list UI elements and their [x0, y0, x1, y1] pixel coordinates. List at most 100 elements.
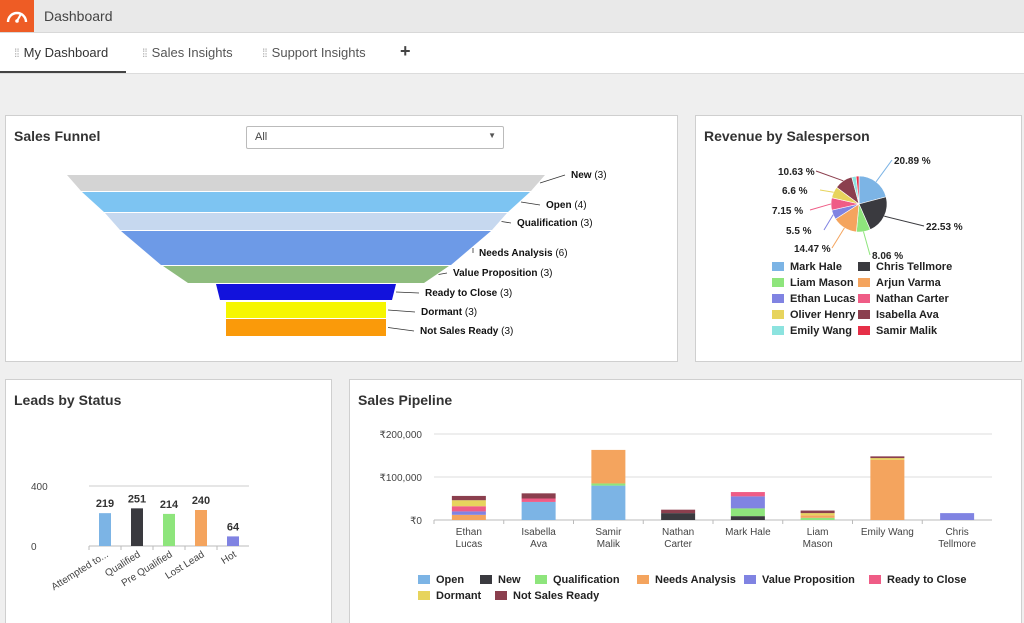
legend-swatch — [772, 262, 784, 271]
app-title: Dashboard — [44, 8, 113, 24]
panel-title: Revenue by Salesperson — [704, 128, 870, 144]
funnel-stage — [121, 231, 491, 265]
pie-slice — [858, 175, 887, 205]
legend-swatch — [869, 575, 881, 584]
funnel-label: Value Proposition (3) — [453, 268, 552, 279]
data-label: 64 — [227, 521, 240, 533]
legend-label: Ready to Close — [887, 574, 967, 586]
funnel-filter-select[interactable]: All ▼ — [246, 126, 504, 149]
funnel-connector — [438, 272, 448, 275]
legend-label: Chris Tellmore — [876, 261, 953, 273]
legend-item[interactable]: Ethan Lucas — [772, 293, 855, 305]
tab-support-insights[interactable]: ⁞⁞ Support Insights — [248, 33, 366, 73]
funnel-stage — [226, 319, 386, 336]
legend-item[interactable]: Arjun Varma — [858, 277, 941, 289]
pipeline-panel: Sales Pipeline ₹200,000 ₹100,000 ₹0 Ethan Lu… — [349, 379, 1022, 623]
x-tick-label: Chris Tellmore — [938, 527, 976, 550]
legend-item[interactable]: New — [480, 574, 521, 586]
pie-connector — [809, 203, 832, 211]
legend-label: Open — [436, 574, 465, 586]
funnel-label: Needs Analysis (6) — [479, 248, 568, 259]
stacked-bar-segment — [800, 513, 835, 516]
y-tick-label: 400 — [31, 482, 48, 493]
dashboard-tabs: ⁞⁞ My Dashboard ⁞⁞ Sales Insights ⁞⁞ Suppor… — [0, 33, 1024, 74]
stacked-bar-segment — [661, 513, 696, 520]
legend-item[interactable]: Ready to Close — [869, 574, 966, 586]
panel-title: Leads by Status — [14, 392, 122, 408]
legend-item[interactable]: Open — [418, 574, 464, 586]
legend-swatch — [637, 575, 649, 584]
data-label: 214 — [160, 499, 179, 511]
legend-item[interactable]: Qualification — [535, 574, 620, 586]
legend-label: Dormant — [436, 590, 482, 602]
stacked-bar-segment — [730, 496, 765, 509]
legend-item[interactable]: Mark Hale — [772, 261, 842, 273]
data-label: 219 — [96, 498, 114, 510]
legend-item[interactable]: Chris Tellmore — [858, 261, 952, 273]
funnel-chart: New (3) Open (4) Qualification (3) Needs An… — [67, 170, 607, 337]
legend-item[interactable]: Nathan Carter — [858, 293, 949, 305]
legend-swatch — [858, 326, 870, 335]
drag-handle-icon[interactable]: ⁞⁞ — [262, 46, 268, 60]
legend-item[interactable]: Liam Mason — [772, 277, 854, 289]
pie-slice — [858, 196, 888, 231]
x-tick-label: Liam Mason — [803, 527, 833, 550]
legend-swatch — [495, 591, 507, 600]
stacked-bar-segment — [451, 495, 486, 501]
legend-item[interactable]: Not Sales Ready — [495, 590, 599, 602]
tab-sales-insights[interactable]: ⁞⁞ Sales Insights — [128, 33, 233, 73]
pie-label: 8.06 % — [872, 251, 903, 261]
legend-swatch — [418, 591, 430, 600]
legend-swatch — [772, 278, 784, 287]
funnel-stage — [82, 192, 530, 212]
funnel-stage — [67, 175, 545, 191]
stacked-bar-segment — [521, 501, 556, 520]
legend-label: Not Sales Ready — [513, 590, 600, 602]
legend-label: Arjun Varma — [876, 277, 941, 289]
pie-label: 22.53 % — [926, 222, 963, 233]
legend-item[interactable]: Needs Analysis — [637, 574, 736, 586]
legend-label: Ethan Lucas — [790, 293, 856, 305]
legend-item[interactable]: Emily Wang — [772, 325, 852, 337]
stacked-bar-segment — [730, 508, 765, 517]
stacked-bar-segment — [870, 456, 905, 459]
revenue-panel: Revenue by Salesperson 20.89 % 22.53 % 8.0… — [695, 115, 1022, 362]
stacked-bar-segment — [591, 483, 626, 486]
stacked-bar-segment — [870, 459, 905, 520]
funnel-connector — [539, 174, 566, 184]
drag-handle-icon[interactable]: ⁞⁞ — [14, 46, 20, 60]
legend-item[interactable]: Oliver Henry — [772, 309, 855, 321]
legend-swatch — [858, 310, 870, 319]
pie-connector — [831, 227, 845, 249]
pie-label: 14.47 % — [794, 244, 831, 255]
tab-label: Sales Insights — [151, 45, 233, 60]
pie-label: 20.89 % — [894, 156, 931, 167]
stacked-bar-segment — [730, 492, 765, 497]
legend-swatch — [744, 575, 756, 584]
legend-label: Oliver Henry — [790, 309, 856, 321]
funnel-connector — [501, 221, 512, 224]
pie-connector — [875, 159, 893, 183]
pie-connector — [823, 214, 834, 231]
funnel-connector — [395, 291, 420, 294]
legend-label: Nathan Carter — [876, 293, 949, 305]
funnel-label: Qualification (3) — [517, 218, 593, 229]
add-tab-button[interactable]: + — [400, 41, 411, 61]
stacked-bar-segment — [940, 513, 975, 520]
x-tick-label: Isabella Ava — [521, 527, 556, 550]
drag-handle-icon[interactable]: ⁞⁞ — [142, 46, 148, 60]
funnel-label: Ready to Close (3) — [425, 288, 512, 299]
legend-item[interactable]: Samir Malik — [858, 325, 937, 337]
legend-item[interactable]: Isabella Ava — [858, 309, 939, 321]
stacked-bar-segment — [451, 514, 486, 520]
y-tick-label: 0 — [31, 542, 37, 553]
bar — [131, 508, 143, 546]
legend-item[interactable]: Dormant — [418, 590, 481, 602]
bar — [99, 513, 111, 546]
x-tick-label: Nathan Carter — [662, 527, 694, 550]
tab-my-dashboard[interactable]: ⁞⁞ My Dashboard — [0, 33, 126, 73]
dashboard-logo[interactable] — [0, 0, 34, 32]
legend-item[interactable]: Value Proposition — [744, 574, 855, 586]
x-tick-label: Hot — [220, 549, 239, 567]
